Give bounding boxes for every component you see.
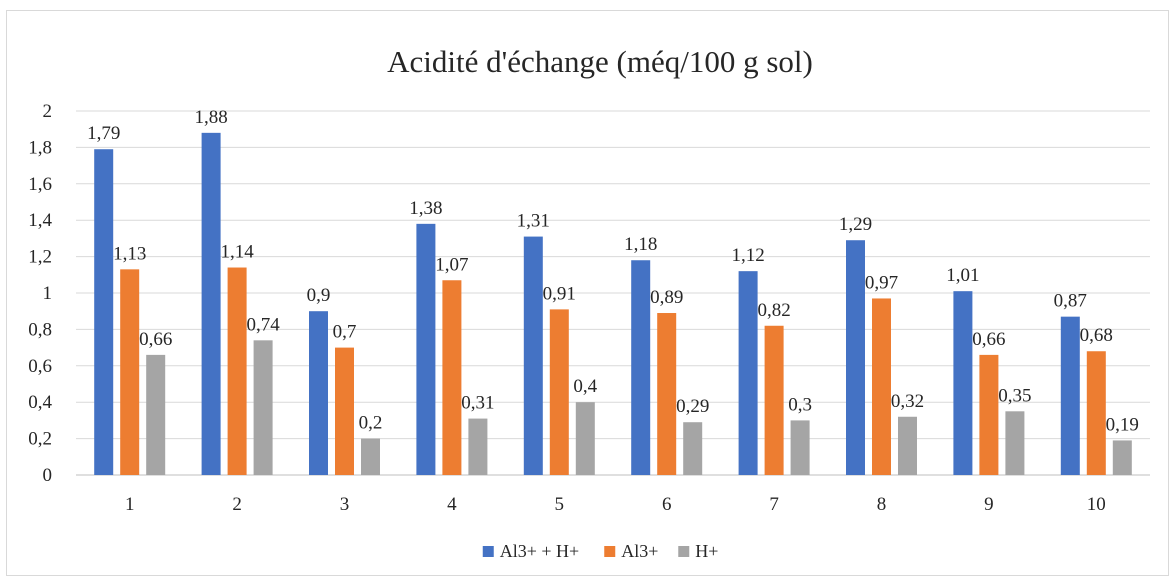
data-label: 1,01 [946, 265, 979, 286]
data-labels: 1,79 1,13 0,66 1,88 1,14 0,74 0,90,7 0,2 1,38 1,0… [87, 107, 1139, 436]
data-label: 0,2 [359, 413, 383, 434]
data-label: 1,12 [731, 245, 764, 266]
bar [1060, 316, 1080, 475]
y-tick-label: 0,8 [28, 319, 52, 340]
data-label: 1,29 [839, 214, 872, 235]
data-label: 1,88 [194, 107, 227, 128]
bar [1086, 351, 1106, 475]
data-label: 0,7 [333, 322, 357, 343]
data-label: 0,74 [246, 314, 280, 335]
bar [631, 260, 651, 475]
bar [549, 309, 569, 475]
data-label: 0,89 [650, 287, 683, 308]
bar [227, 267, 247, 475]
x-tick-label: 5 [555, 494, 565, 515]
y-axis-tick-labels: 0 0,2 0,4 0,6 0,8 1 1,2 1,4 1,6 1,8 2 [28, 101, 52, 486]
bar [361, 438, 380, 475]
bar [790, 420, 810, 475]
x-tick-label: 4 [447, 494, 457, 515]
bar [575, 402, 595, 475]
data-label: 0,97 [865, 272, 898, 293]
data-label: 0,91 [543, 283, 576, 304]
bar [846, 240, 865, 475]
data-label: 0,4 [573, 376, 597, 397]
legend-label: H+ [695, 541, 718, 561]
y-tick-label: 0 [43, 465, 53, 486]
bar [953, 291, 973, 475]
y-tick-label: 1,4 [28, 210, 52, 231]
data-label: 0,19 [1106, 414, 1139, 435]
bar [253, 340, 273, 475]
data-label: 0,68 [1080, 325, 1113, 346]
bar [416, 223, 436, 475]
data-label: 0,35 [998, 385, 1031, 406]
bar [335, 347, 354, 475]
bar [442, 280, 462, 475]
data-label: 0,3 [788, 394, 812, 415]
bar [738, 271, 758, 475]
x-tick-label: 8 [877, 494, 887, 515]
data-label: 1,31 [517, 211, 550, 232]
legend-label: Al3+ + H+ [500, 541, 579, 561]
x-tick-label: 7 [769, 494, 779, 515]
bar [657, 313, 677, 475]
bar [94, 149, 114, 475]
data-label: 0,29 [676, 396, 709, 417]
data-label: 0,31 [461, 393, 494, 414]
bar [468, 418, 488, 475]
data-label: 1,14 [220, 242, 254, 263]
bar [1112, 440, 1132, 475]
x-tick-label: 1 [125, 494, 135, 515]
bar [898, 416, 917, 475]
x-axis-tick-labels: 1 2 3 4 5 6 7 8 9 10 [125, 494, 1106, 515]
data-label: 1,38 [409, 198, 442, 219]
data-label: 0,32 [891, 391, 924, 412]
x-tick-label: 10 [1087, 494, 1106, 515]
legend-swatch [604, 546, 616, 557]
data-label: 1,13 [113, 243, 146, 264]
data-label: 0,66 [972, 329, 1005, 350]
y-tick-label: 1,6 [28, 174, 52, 195]
legend-swatch [482, 546, 494, 557]
bar [523, 236, 543, 475]
x-tick-label: 6 [662, 494, 672, 515]
bar [683, 422, 703, 475]
x-tick-label: 2 [232, 494, 242, 515]
bar [309, 311, 328, 475]
chart-title: Acidité d'échange (méq/100 g sol) [387, 44, 813, 79]
bar [146, 354, 166, 475]
y-tick-label: 1,8 [28, 137, 52, 158]
bar [1005, 411, 1025, 475]
data-label: 1,18 [624, 234, 657, 255]
bar [979, 354, 999, 475]
bar [201, 132, 221, 475]
bars [94, 132, 1132, 475]
legend-label: Al3+ [621, 541, 658, 561]
data-label: 0,82 [757, 300, 790, 321]
y-tick-label: 1 [43, 283, 53, 304]
data-label: 0,87 [1054, 291, 1087, 312]
y-tick-label: 0,6 [28, 356, 52, 377]
bar [764, 325, 784, 475]
x-tick-label: 9 [984, 494, 994, 515]
legend-swatch [678, 546, 690, 557]
data-label: 1,07 [435, 254, 468, 275]
bar [120, 269, 140, 475]
y-tick-label: 2 [43, 101, 53, 122]
data-label: 1,79 [87, 123, 120, 144]
bar [872, 298, 891, 475]
x-tick-label: 3 [340, 494, 350, 515]
y-tick-label: 0,4 [28, 392, 52, 413]
y-tick-label: 1,2 [28, 247, 52, 268]
data-label: 0,66 [139, 329, 172, 350]
y-tick-label: 0,2 [28, 429, 52, 450]
data-label: 0,9 [307, 285, 331, 306]
legend: Al3+ + H+ Al3+ H+ [482, 541, 718, 561]
